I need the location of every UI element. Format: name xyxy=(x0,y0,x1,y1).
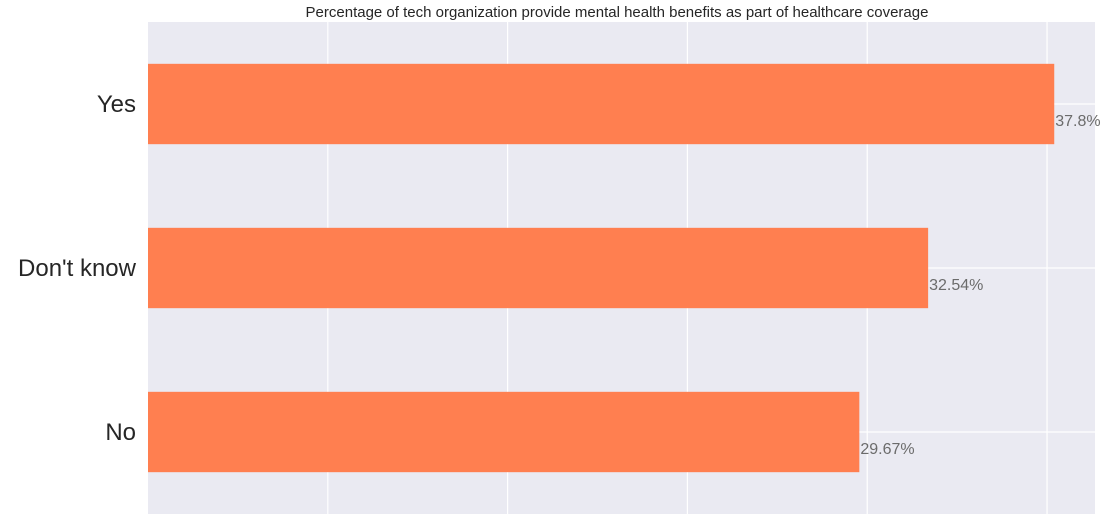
category-label: Yes xyxy=(97,91,136,118)
value-labels: 37.8% 32.54% 29.67% xyxy=(860,113,1100,458)
category-label: No xyxy=(105,419,136,446)
value-label: 32.54% xyxy=(929,277,983,294)
bar-yes xyxy=(148,63,1055,145)
chart-title: Percentage of tech organization provide … xyxy=(306,4,929,21)
bar-no xyxy=(148,391,860,473)
category-labels: Yes Don't know No xyxy=(18,91,137,446)
value-label: 29.67% xyxy=(860,441,914,458)
category-label: Don't know xyxy=(18,255,137,282)
value-label: 37.8% xyxy=(1055,113,1100,130)
bar-don-t-know xyxy=(148,227,929,309)
bars xyxy=(148,63,1055,473)
